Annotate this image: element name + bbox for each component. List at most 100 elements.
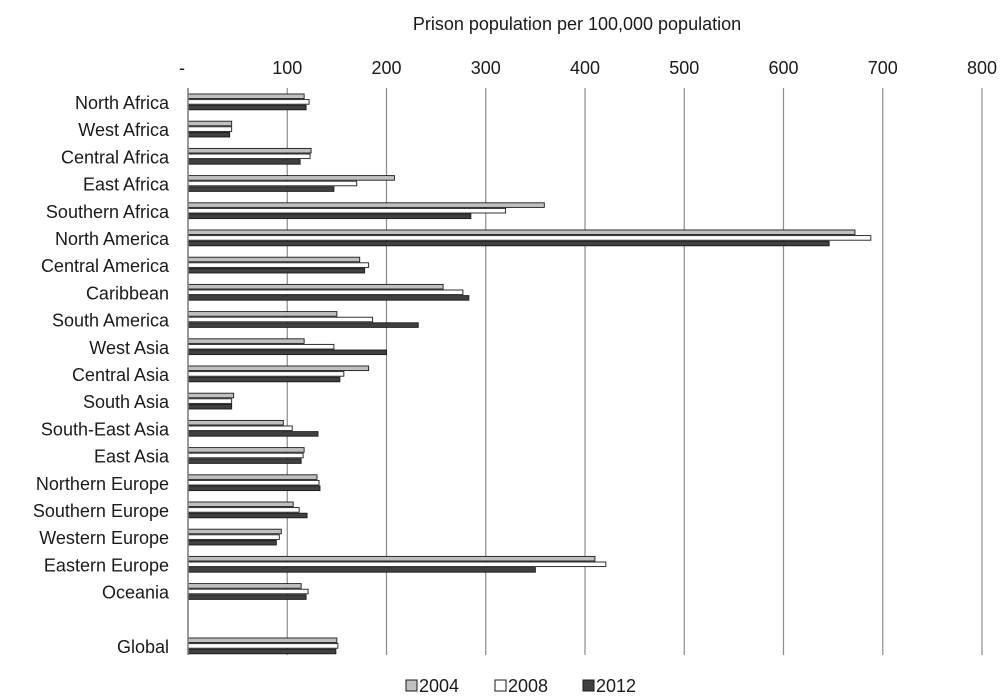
- category-label-oceania: Oceania: [102, 583, 170, 603]
- legend-swatch-2004: [405, 679, 418, 692]
- bar-south-asia-2008: [187, 398, 233, 404]
- category-label-caribbean: Caribbean: [86, 283, 169, 303]
- bar-central-asia-2012: [187, 376, 341, 383]
- category-label-west-asia: West Asia: [89, 338, 170, 358]
- bar-caribbean-2012: [187, 295, 470, 301]
- bar-south-america-2012: [187, 322, 419, 328]
- bar-east-asia-2008: [187, 452, 304, 459]
- category-label-global: Global: [117, 637, 169, 657]
- bar-central-africa-2008: [187, 153, 311, 160]
- bar-east-asia-2012: [187, 458, 302, 464]
- bar-south-america-2004: [187, 311, 338, 317]
- bar-west-asia-2004: [187, 338, 305, 344]
- x-tick-label: 200: [371, 58, 401, 78]
- x-tick-label: 100: [272, 58, 302, 78]
- bar-southern-europe-2012: [187, 512, 308, 519]
- bar-central-africa-2004: [187, 147, 312, 154]
- bar-north-america-2004: [187, 229, 856, 236]
- bar-south-east-asia-2004: [187, 419, 284, 426]
- bar-central-africa-2012: [187, 159, 301, 165]
- category-label-south-asia: South Asia: [83, 392, 170, 412]
- bar-north-africa-2012: [187, 104, 307, 111]
- x-tick-label: 500: [669, 58, 699, 78]
- bar-eastern-europe-2008: [187, 561, 607, 568]
- bar-north-africa-2004: [187, 93, 305, 100]
- bar-oceania-2008: [187, 588, 309, 595]
- bar-eastern-europe-2012: [187, 567, 536, 573]
- bar-east-africa-2008: [187, 180, 358, 187]
- bar-central-asia-2004: [187, 365, 370, 372]
- legend-item-2012: 2012: [582, 676, 636, 696]
- category-label-south-east-asia: South-East Asia: [41, 419, 170, 439]
- bar-southern-europe-2004: [187, 501, 294, 508]
- bar-global-2012: [187, 648, 337, 655]
- bar-east-asia-2004: [187, 447, 305, 453]
- bar-north-america-2012: [187, 240, 830, 247]
- bar-east-africa-2004: [187, 175, 395, 181]
- category-label-west-africa: West Africa: [78, 120, 170, 140]
- x-tick-label: 800: [967, 58, 997, 78]
- x-tick-label: -: [179, 58, 185, 78]
- category-label-east-africa: East Africa: [83, 175, 170, 195]
- bar-eastern-europe-2004: [187, 555, 596, 562]
- category-labels: North Africa West Africa Central Africa Eas…: [33, 93, 170, 657]
- category-label-north-america: North America: [55, 229, 170, 249]
- bar-south-east-asia-2012: [187, 431, 319, 437]
- legend-swatch-2012: [582, 679, 595, 692]
- bar-west-africa-2008: [187, 126, 233, 132]
- bar-global-2008: [187, 643, 339, 649]
- bar-caribbean-2004: [187, 283, 444, 290]
- category-label-southern-europe: Southern Europe: [33, 501, 169, 521]
- bar-south-asia-2012: [187, 403, 233, 410]
- bar-south-east-asia-2008: [187, 425, 293, 432]
- bar-global-2004: [187, 637, 338, 644]
- legend-label-2008: 2008: [508, 676, 548, 696]
- legend-item-2004: 2004: [405, 676, 459, 696]
- bar-southern-africa-2004: [187, 202, 545, 208]
- bar-western-europe-2004: [187, 528, 282, 535]
- x-axis-title: Prison population per 100,000 population: [413, 14, 741, 34]
- bar-east-africa-2012: [187, 186, 335, 192]
- legend-label-2012: 2012: [596, 676, 636, 696]
- bar-southern-africa-2008: [187, 207, 507, 214]
- bar-west-asia-2012: [187, 349, 387, 356]
- legend-item-2008: 2008: [494, 676, 548, 696]
- bar-west-africa-2004: [187, 120, 233, 127]
- bars: [187, 93, 872, 655]
- bar-central-america-2008: [187, 262, 370, 268]
- category-label-central-africa: Central Africa: [61, 147, 170, 167]
- bar-west-asia-2008: [187, 343, 335, 350]
- bar-central-america-2012: [187, 267, 366, 274]
- category-label-northern-europe: Northern Europe: [36, 474, 169, 494]
- x-tick-label: 300: [471, 58, 501, 78]
- category-label-central-asia: Central Asia: [72, 365, 170, 385]
- bar-western-europe-2008: [187, 534, 280, 540]
- bar-western-europe-2012: [187, 539, 277, 546]
- bar-southern-europe-2008: [187, 507, 300, 513]
- bar-central-america-2004: [187, 256, 361, 263]
- legend-swatch-2008: [494, 679, 507, 692]
- category-label-east-asia: East Asia: [94, 447, 170, 467]
- legend-label-2004: 2004: [419, 676, 459, 696]
- bar-west-africa-2012: [187, 131, 231, 138]
- legend: 2004 2008 2012: [405, 676, 636, 696]
- category-label-eastern-europe: Eastern Europe: [44, 555, 169, 575]
- x-tick-label: 600: [768, 58, 798, 78]
- bar-central-asia-2008: [187, 371, 345, 377]
- x-tick-labels: - 100 200 300 400 500 600 700 800: [179, 58, 997, 78]
- x-tick-label: 700: [868, 58, 898, 78]
- category-label-north-africa: North Africa: [75, 93, 170, 113]
- bar-north-america-2008: [187, 235, 872, 241]
- bar-caribbean-2008: [187, 289, 464, 296]
- bar-north-africa-2008: [187, 99, 310, 105]
- bar-northern-europe-2004: [187, 474, 318, 480]
- bar-northern-europe-2012: [187, 485, 321, 492]
- category-label-western-europe: Western Europe: [39, 528, 169, 548]
- bar-south-america-2008: [187, 316, 374, 323]
- bar-northern-europe-2008: [187, 479, 320, 486]
- category-label-central-america: Central America: [41, 256, 170, 276]
- category-label-south-america: South America: [52, 311, 170, 331]
- bar-oceania-2012: [187, 594, 307, 600]
- bar-south-asia-2004: [187, 392, 235, 399]
